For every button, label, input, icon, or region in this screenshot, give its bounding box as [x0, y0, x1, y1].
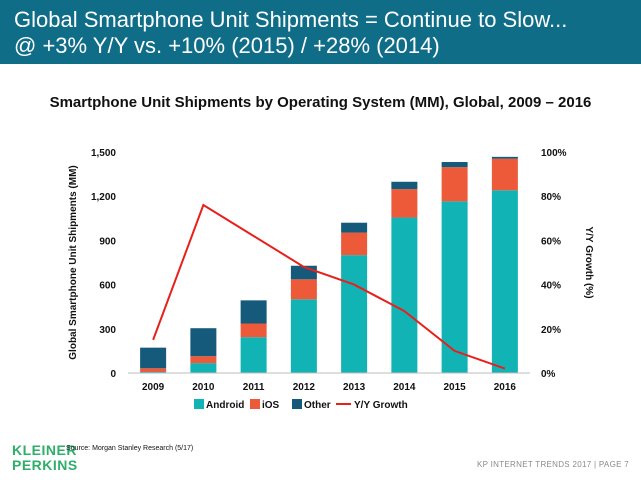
- bar-ios-2012: [290, 279, 317, 300]
- x-tick-label: 2015: [444, 382, 467, 393]
- y-axis-title: Global Smartphone Unit Shipments (MM): [68, 165, 79, 359]
- legend-swatch-android: [194, 399, 204, 409]
- bar-ios-2011: [240, 323, 267, 338]
- bar-ios-2010: [190, 356, 217, 364]
- bar-other-2014: [391, 181, 418, 190]
- y-tick-label: 900: [99, 236, 116, 247]
- y2-tick-label: 100%: [541, 148, 567, 159]
- bar-android-2010: [190, 363, 217, 373]
- y2-tick-label: 80%: [541, 192, 561, 203]
- y-tick-label: 1,200: [91, 192, 116, 203]
- y-tick-label: 300: [99, 325, 116, 336]
- bar-ios-2013: [341, 232, 368, 256]
- bar-android-2009: [140, 371, 167, 373]
- x-tick-label: 2016: [494, 382, 517, 393]
- growth-line: [152, 203, 506, 370]
- page-number: KP INTERNET TRENDS 2017 | PAGE 7: [476, 460, 629, 469]
- x-tick-label: 2013: [343, 382, 366, 393]
- legend-swatch-other: [292, 399, 302, 409]
- y-tick-label: 0: [110, 369, 116, 380]
- bar-android-2015: [441, 201, 468, 373]
- source-note: Source: Morgan Stanley Research (5/17): [66, 445, 194, 452]
- legend-label-y-y-growth: Y/Y Growth: [354, 400, 408, 411]
- x-tick-label: 2009: [142, 382, 165, 393]
- slide-title-line-1: Global Smartphone Unit Shipments = Conti…: [14, 7, 568, 32]
- x-tick-label: 2012: [293, 382, 316, 393]
- slide-header: Global Smartphone Unit Shipments = Conti…: [0, 0, 641, 64]
- bar-other-2011: [240, 300, 267, 324]
- bar-other-2010: [190, 328, 217, 357]
- x-tick-label: 2011: [243, 382, 265, 393]
- bar-other-2013: [341, 222, 368, 233]
- bar-android-2014: [391, 217, 418, 373]
- x-tick-label: 2010: [192, 382, 215, 393]
- legend-label-ios: iOS: [262, 400, 280, 411]
- x-tick-label: 2014: [393, 382, 416, 393]
- logo-line-1: KLEINER: [12, 442, 77, 458]
- bar-ios-2016: [491, 158, 518, 191]
- bar-ios-2014: [391, 189, 418, 218]
- y-tick-label: 600: [99, 281, 116, 292]
- bar-other-2015: [441, 162, 468, 168]
- legend-label-other: Other: [304, 400, 331, 411]
- bar-ios-2009: [140, 368, 167, 372]
- legend-swatch-ios: [250, 399, 260, 409]
- y2-tick-label: 20%: [541, 325, 561, 336]
- chart-title: Smartphone Unit Shipments by Operating S…: [49, 94, 592, 111]
- logo-line-2: PERKINS: [12, 457, 78, 473]
- bar-other-2016: [491, 156, 518, 159]
- bar-ios-2015: [441, 167, 468, 202]
- y2-tick-label: 60%: [541, 236, 561, 247]
- slide-title-line-2: @ +3% Y/Y vs. +10% (2015) / +28% (2014): [14, 33, 440, 58]
- bar-android-2013: [341, 255, 368, 373]
- bar-android-2012: [290, 299, 317, 373]
- y2-tick-label: 40%: [541, 281, 561, 292]
- bar-android-2016: [491, 190, 518, 373]
- legend-label-android: Android: [206, 400, 244, 411]
- y-tick-label: 1,500: [91, 148, 116, 159]
- bar-android-2011: [240, 337, 267, 373]
- bar-other-2009: [140, 347, 167, 369]
- y2-axis-title: Y/Y Growth (%): [583, 226, 594, 298]
- y2-tick-label: 0%: [541, 369, 556, 380]
